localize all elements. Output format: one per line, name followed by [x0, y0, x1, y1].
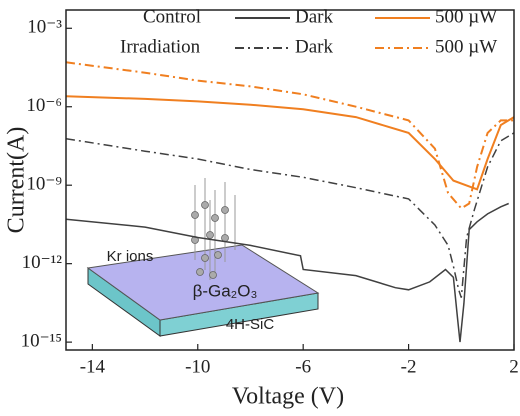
annotation: β-Ga₂O₃	[193, 281, 258, 300]
y-tick-label: 10⁻¹²	[22, 252, 63, 273]
x-tick-label: -14	[80, 356, 106, 377]
x-tick-label: 2	[509, 356, 519, 377]
plot-frame	[65, 9, 515, 351]
x-tick-label: -10	[185, 356, 210, 377]
y-tick-label: 10⁻⁶	[26, 95, 62, 116]
x-axis-title: Voltage (V)	[232, 384, 344, 410]
series-line	[66, 202, 509, 343]
inset-diagram: Kr ions β-Ga₂O₃ 4H-SiC	[86, 178, 320, 337]
y-tick-label: 10⁻³	[27, 17, 62, 38]
y-tick-label: 10⁻⁹	[26, 174, 62, 195]
annotation: Kr ions	[107, 248, 154, 265]
series-line	[66, 95, 514, 191]
legend-label: 500 µW	[435, 6, 497, 27]
annotation: 4H-SiC	[226, 316, 275, 333]
plot-area	[66, 61, 514, 343]
y-axis-title: Current(A)	[4, 127, 30, 234]
legend-label: Dark	[295, 6, 333, 27]
legend-label: Dark	[295, 36, 333, 57]
ions	[191, 201, 229, 279]
y-tick-label: 10⁻¹⁵	[21, 330, 62, 351]
x-tick-label: -6	[295, 356, 311, 377]
legend-group: Irradiation	[120, 36, 201, 57]
series-line	[66, 61, 514, 210]
legend-label: 500 µW	[435, 36, 497, 57]
legend-group: Control	[143, 6, 201, 27]
x-tick-label: -2	[401, 356, 417, 377]
film-top	[86, 244, 320, 321]
